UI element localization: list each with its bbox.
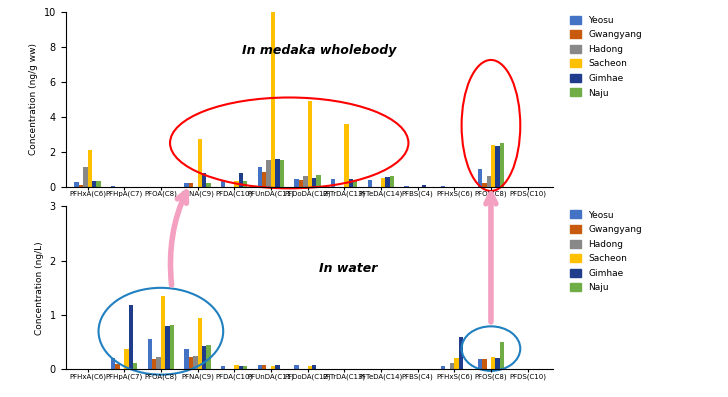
Bar (312, 178, 317, 187)
Bar (331, 179, 336, 187)
Bar (486, 176, 491, 187)
Bar (197, 318, 202, 369)
Bar (294, 179, 298, 187)
Bar (116, 364, 120, 369)
Bar (96, 181, 100, 187)
Bar (266, 160, 271, 187)
Bar (206, 183, 210, 187)
Bar (478, 169, 482, 187)
Legend: Yeosu, Gwangyang, Hadong, Sacheon, Gimhae, Naju: Yeosu, Gwangyang, Hadong, Sacheon, Gimha… (568, 208, 645, 295)
Bar (83, 168, 87, 187)
Bar (491, 145, 495, 187)
Bar (495, 358, 499, 369)
Bar (307, 101, 312, 187)
Bar (221, 181, 226, 187)
Text: In medaka wholebody: In medaka wholebody (242, 44, 396, 57)
Bar (275, 365, 280, 369)
Bar (87, 150, 92, 187)
Bar (129, 305, 133, 369)
Y-axis label: Concentration (ng/L): Concentration (ng/L) (35, 241, 44, 335)
Bar (243, 366, 248, 369)
Bar (280, 160, 284, 187)
Bar (454, 358, 459, 369)
Bar (161, 296, 165, 369)
Bar (124, 349, 129, 369)
Bar (258, 168, 262, 187)
Bar (258, 365, 262, 369)
Bar (202, 173, 206, 187)
Bar (74, 182, 79, 187)
Bar (478, 359, 482, 369)
Bar (189, 183, 193, 187)
Bar (303, 176, 307, 187)
Bar (239, 173, 243, 187)
Bar (184, 349, 189, 369)
Bar (189, 357, 193, 369)
Bar (404, 186, 409, 187)
Bar (262, 172, 266, 187)
Bar (271, 366, 275, 369)
Bar (184, 183, 189, 187)
Bar (239, 366, 243, 369)
Bar (275, 159, 280, 187)
Text: In water: In water (320, 262, 378, 275)
Bar (307, 366, 312, 369)
Bar (170, 325, 174, 369)
Bar (243, 181, 248, 187)
Bar (389, 176, 394, 187)
Y-axis label: Concentration (ng/g ww): Concentration (ng/g ww) (29, 43, 38, 155)
Bar (202, 347, 206, 369)
Bar (317, 175, 321, 187)
Bar (312, 365, 317, 369)
Bar (152, 359, 157, 369)
Bar (450, 363, 454, 369)
Bar (92, 181, 96, 187)
Bar (353, 181, 357, 187)
Bar (422, 185, 427, 187)
Bar (349, 179, 353, 187)
Bar (368, 179, 372, 187)
Bar (441, 366, 446, 369)
Bar (193, 356, 197, 369)
Bar (79, 185, 83, 187)
Bar (441, 186, 446, 187)
Bar (234, 365, 239, 369)
Bar (111, 358, 116, 369)
Bar (482, 359, 486, 369)
Bar (221, 366, 226, 369)
Bar (157, 357, 161, 369)
Bar (294, 365, 298, 369)
Bar (165, 326, 170, 369)
Bar (197, 139, 202, 187)
Bar (234, 181, 239, 187)
Bar (271, 12, 275, 187)
Bar (491, 357, 495, 369)
Bar (499, 143, 504, 187)
Legend: Yeosu, Gwangyang, Hadong, Sacheon, Gimhae, Naju: Yeosu, Gwangyang, Hadong, Sacheon, Gimha… (568, 13, 645, 100)
Bar (344, 124, 349, 187)
Bar (459, 337, 463, 369)
Bar (133, 363, 138, 369)
Bar (206, 345, 210, 369)
Bar (148, 339, 152, 369)
Bar (482, 183, 486, 187)
Bar (381, 178, 385, 187)
Bar (385, 177, 389, 187)
Bar (298, 181, 303, 187)
Bar (262, 365, 266, 369)
Bar (499, 342, 504, 369)
Bar (495, 146, 499, 187)
